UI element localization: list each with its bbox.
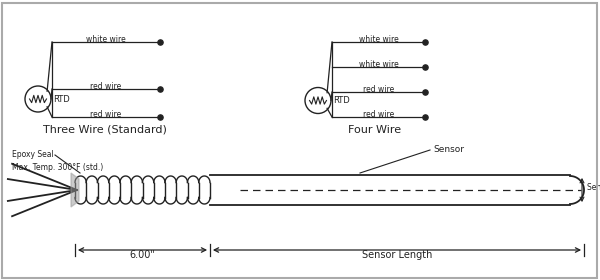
Text: red wire: red wire <box>91 110 122 119</box>
Text: white wire: white wire <box>359 60 398 69</box>
Text: red wire: red wire <box>363 110 394 119</box>
Text: RTD: RTD <box>53 95 70 104</box>
Text: Three Wire (Standard): Three Wire (Standard) <box>43 125 167 135</box>
Text: Sensor Length: Sensor Length <box>362 250 432 260</box>
Text: white wire: white wire <box>359 35 398 44</box>
Text: Sensor OD: Sensor OD <box>587 183 600 193</box>
Text: red wire: red wire <box>363 85 394 94</box>
Text: red wire: red wire <box>91 82 122 91</box>
Text: RTD: RTD <box>333 96 350 105</box>
Text: Epoxy Seal
Max. Temp. 300°F (std.): Epoxy Seal Max. Temp. 300°F (std.) <box>12 150 103 171</box>
Text: Four Wire: Four Wire <box>349 125 401 135</box>
Text: Sensor: Sensor <box>433 146 464 155</box>
Polygon shape <box>71 173 79 207</box>
Text: 6.00": 6.00" <box>130 250 155 260</box>
Text: white wire: white wire <box>86 35 126 44</box>
